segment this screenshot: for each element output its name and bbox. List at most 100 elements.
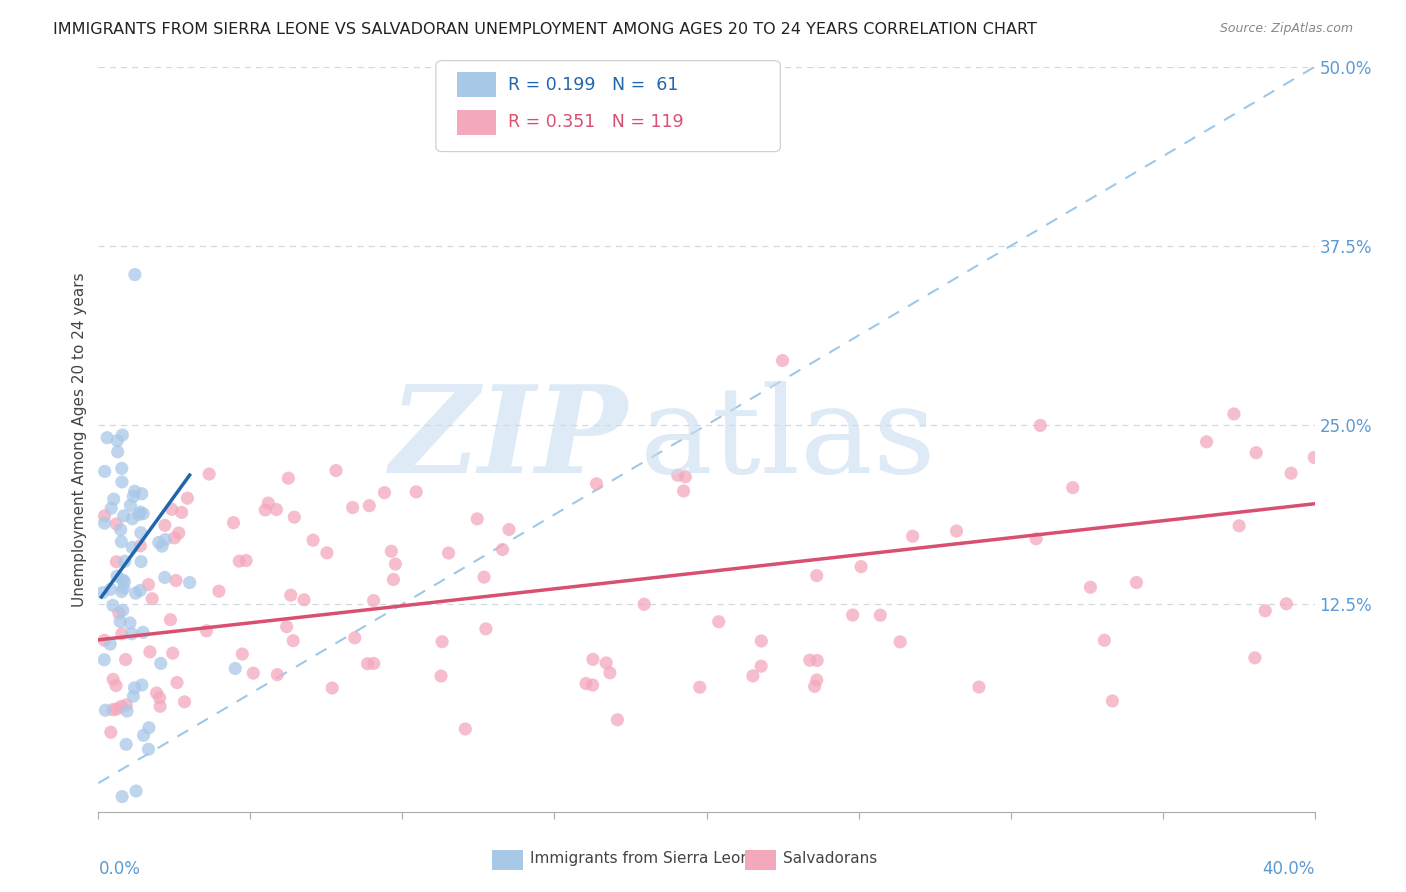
Point	[115, 737, 138, 751]
Point	[806, 673, 828, 687]
Point	[1279, 466, 1302, 480]
Text: 0.0%: 0.0%	[98, 860, 141, 878]
Point	[582, 652, 605, 666]
Point	[93, 464, 115, 478]
Text: 40.0%: 40.0%	[1263, 860, 1315, 878]
Point	[129, 583, 152, 598]
Point	[131, 678, 153, 692]
Point	[806, 653, 828, 667]
Point	[235, 553, 257, 567]
Point	[498, 523, 520, 537]
Point	[179, 575, 201, 590]
Point	[325, 464, 347, 478]
Point	[749, 659, 772, 673]
Point	[945, 524, 967, 538]
Point	[98, 637, 121, 651]
Point	[491, 542, 513, 557]
Point	[115, 698, 138, 712]
Point	[148, 535, 170, 549]
Point	[111, 428, 134, 442]
Point	[100, 501, 122, 516]
Point	[141, 591, 163, 606]
Point	[108, 615, 131, 629]
Point	[155, 533, 177, 547]
Point	[122, 690, 145, 704]
Point	[124, 268, 146, 282]
Point	[363, 593, 385, 607]
Point	[1275, 597, 1298, 611]
Point	[167, 526, 190, 541]
Point	[100, 582, 122, 597]
Point	[163, 531, 186, 545]
Point	[599, 665, 621, 680]
Point	[321, 681, 343, 695]
Point	[772, 353, 794, 368]
Point	[111, 626, 134, 640]
Point	[104, 679, 127, 693]
Point	[108, 606, 131, 620]
Point	[159, 613, 181, 627]
Point	[112, 581, 135, 595]
Point	[121, 512, 143, 526]
Point	[118, 615, 141, 630]
Point	[114, 652, 136, 666]
Point	[901, 529, 924, 543]
Point	[363, 657, 385, 671]
Point	[114, 554, 136, 568]
Point	[132, 728, 155, 742]
Point	[633, 597, 655, 611]
Point	[153, 570, 176, 584]
Point	[302, 533, 325, 548]
Point	[799, 653, 821, 667]
Point	[359, 499, 381, 513]
Point	[454, 722, 477, 736]
Point	[465, 512, 488, 526]
Point	[195, 624, 218, 638]
Point	[1025, 532, 1047, 546]
Text: R = 0.199   N =  61: R = 0.199 N = 61	[508, 76, 678, 94]
Text: atlas: atlas	[640, 381, 936, 498]
Point	[124, 681, 146, 695]
Point	[224, 661, 246, 675]
Point	[430, 669, 453, 683]
Point	[150, 539, 173, 553]
Point	[162, 646, 184, 660]
Point	[105, 555, 128, 569]
Point	[382, 573, 405, 587]
Point	[101, 673, 124, 687]
Point	[153, 518, 176, 533]
Point	[165, 574, 187, 588]
Point	[138, 742, 160, 756]
Point	[277, 471, 299, 485]
Point	[869, 608, 891, 623]
Point	[138, 577, 160, 591]
Point	[1195, 434, 1218, 449]
Point	[112, 574, 135, 589]
Point	[105, 702, 128, 716]
Point	[160, 502, 183, 516]
Point	[222, 516, 245, 530]
Point	[749, 634, 772, 648]
Point	[257, 496, 280, 510]
Point	[1303, 450, 1326, 465]
Point	[166, 675, 188, 690]
Point	[1254, 604, 1277, 618]
Text: ZIP: ZIP	[389, 380, 627, 499]
Point	[124, 484, 146, 499]
Point	[132, 625, 155, 640]
Point	[380, 544, 402, 558]
Point	[129, 505, 152, 519]
Point	[1080, 580, 1102, 594]
Point	[283, 633, 305, 648]
Point	[430, 634, 453, 648]
Point	[110, 699, 132, 714]
Point	[356, 657, 378, 671]
Point	[173, 695, 195, 709]
Point	[585, 476, 607, 491]
Text: Immigrants from Sierra Leone: Immigrants from Sierra Leone	[530, 851, 759, 865]
Point	[100, 725, 122, 739]
Point	[1244, 651, 1267, 665]
Point	[124, 586, 146, 600]
Point	[120, 499, 142, 513]
Point	[606, 713, 628, 727]
